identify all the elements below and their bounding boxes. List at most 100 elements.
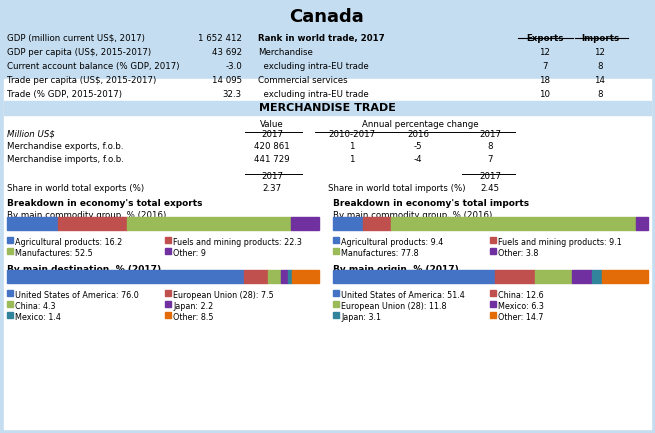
Text: Other: 3.8: Other: 3.8 xyxy=(498,249,538,258)
Bar xyxy=(4,101,651,115)
Bar xyxy=(391,217,636,230)
Text: United States of America: 51.4: United States of America: 51.4 xyxy=(341,291,465,300)
Text: 2017: 2017 xyxy=(261,130,283,139)
Text: 1: 1 xyxy=(349,142,355,151)
Bar xyxy=(7,217,58,230)
Bar xyxy=(490,312,496,318)
Bar xyxy=(7,237,13,243)
Text: Mexico: 1.4: Mexico: 1.4 xyxy=(15,313,61,322)
Text: 2.37: 2.37 xyxy=(263,184,282,193)
Bar xyxy=(281,270,288,283)
Text: MERCHANDISE TRADE: MERCHANDISE TRADE xyxy=(259,103,396,113)
Bar xyxy=(333,290,339,296)
Bar xyxy=(333,237,339,243)
Text: 2010-2017: 2010-2017 xyxy=(328,130,375,139)
Bar xyxy=(572,270,592,283)
Text: China: 4.3: China: 4.3 xyxy=(15,302,56,311)
Bar xyxy=(288,270,292,283)
Bar xyxy=(291,217,319,230)
Text: 7: 7 xyxy=(542,62,548,71)
Text: Other: 14.7: Other: 14.7 xyxy=(498,313,544,322)
Text: Japan: 2.2: Japan: 2.2 xyxy=(173,302,214,311)
Text: excluding intra-EU trade: excluding intra-EU trade xyxy=(258,90,369,99)
Bar xyxy=(165,301,171,307)
Text: 43 692: 43 692 xyxy=(212,48,242,57)
Text: 8: 8 xyxy=(597,90,603,99)
Text: 441 729: 441 729 xyxy=(254,155,290,164)
Text: 18: 18 xyxy=(540,76,550,85)
Text: 1: 1 xyxy=(349,155,355,164)
Text: By main origin, % (2017): By main origin, % (2017) xyxy=(333,265,458,274)
Bar xyxy=(165,248,171,254)
Text: Japan: 3.1: Japan: 3.1 xyxy=(341,313,381,322)
Text: Exports: Exports xyxy=(527,34,564,43)
Bar xyxy=(165,290,171,296)
Text: Share in world total imports (%): Share in world total imports (%) xyxy=(328,184,466,193)
Text: 14: 14 xyxy=(595,76,605,85)
Text: 10: 10 xyxy=(540,90,550,99)
Text: Million US$: Million US$ xyxy=(7,130,55,139)
Bar xyxy=(58,217,127,230)
Bar xyxy=(490,248,496,254)
Text: Share in world total exports (%): Share in world total exports (%) xyxy=(7,184,144,193)
Text: Value: Value xyxy=(260,120,284,129)
Text: GDP (million current US$, 2017): GDP (million current US$, 2017) xyxy=(7,34,145,43)
Bar xyxy=(292,270,319,283)
Bar xyxy=(490,301,496,307)
Text: 12: 12 xyxy=(540,48,550,57)
Bar xyxy=(7,270,244,283)
Text: Trade per capita (US$, 2015-2017): Trade per capita (US$, 2015-2017) xyxy=(7,76,157,85)
Text: Commercial services: Commercial services xyxy=(258,76,348,85)
Text: Other: 9: Other: 9 xyxy=(173,249,206,258)
Text: Merchandise: Merchandise xyxy=(258,48,313,57)
Bar xyxy=(363,217,391,230)
Text: Agricultural products: 16.2: Agricultural products: 16.2 xyxy=(15,238,122,247)
Text: GDP per capita (US$, 2015-2017): GDP per capita (US$, 2015-2017) xyxy=(7,48,151,57)
Text: -4: -4 xyxy=(414,155,422,164)
Text: By main commodity group, % (2016): By main commodity group, % (2016) xyxy=(333,211,493,220)
Text: Imports: Imports xyxy=(581,34,619,43)
Text: 32.3: 32.3 xyxy=(223,90,242,99)
Bar xyxy=(333,270,495,283)
Bar xyxy=(268,270,281,283)
Text: United States of America: 76.0: United States of America: 76.0 xyxy=(15,291,139,300)
Text: 420 861: 420 861 xyxy=(254,142,290,151)
Text: Fuels and mining products: 22.3: Fuels and mining products: 22.3 xyxy=(173,238,302,247)
Bar xyxy=(333,248,339,254)
Text: Trade (% GDP, 2015-2017): Trade (% GDP, 2015-2017) xyxy=(7,90,122,99)
Text: 2017: 2017 xyxy=(261,172,283,181)
Bar xyxy=(495,270,534,283)
Text: Other: 8.5: Other: 8.5 xyxy=(173,313,214,322)
Text: Merchandise exports, f.o.b.: Merchandise exports, f.o.b. xyxy=(7,142,124,151)
Text: excluding intra-EU trade: excluding intra-EU trade xyxy=(258,62,369,71)
Text: European Union (28): 7.5: European Union (28): 7.5 xyxy=(173,291,274,300)
Bar xyxy=(333,312,339,318)
Text: 8: 8 xyxy=(597,62,603,71)
Text: Breakdown in economy's total exports: Breakdown in economy's total exports xyxy=(7,199,202,208)
Text: Rank in world trade, 2017: Rank in world trade, 2017 xyxy=(258,34,384,43)
Bar xyxy=(4,79,651,429)
Text: 1 652 412: 1 652 412 xyxy=(198,34,242,43)
Text: Breakdown in economy's total imports: Breakdown in economy's total imports xyxy=(333,199,529,208)
Text: 2016: 2016 xyxy=(407,130,429,139)
Text: By main destination, % (2017): By main destination, % (2017) xyxy=(7,265,161,274)
Text: Annual percentage change: Annual percentage change xyxy=(362,120,478,129)
Bar xyxy=(4,4,651,29)
Bar xyxy=(333,217,363,230)
Text: 7: 7 xyxy=(487,155,493,164)
Text: -5: -5 xyxy=(414,142,422,151)
Bar xyxy=(165,237,171,243)
Bar xyxy=(490,290,496,296)
Text: 12: 12 xyxy=(595,48,605,57)
Text: By main commodity group, % (2016): By main commodity group, % (2016) xyxy=(7,211,166,220)
Text: 14 095: 14 095 xyxy=(212,76,242,85)
Bar xyxy=(636,217,648,230)
Bar xyxy=(165,312,171,318)
Text: China: 12.6: China: 12.6 xyxy=(498,291,544,300)
Text: 2.45: 2.45 xyxy=(480,184,500,193)
Bar xyxy=(7,301,13,307)
Text: 8: 8 xyxy=(487,142,493,151)
Bar xyxy=(7,312,13,318)
Bar xyxy=(592,270,602,283)
Bar xyxy=(7,248,13,254)
